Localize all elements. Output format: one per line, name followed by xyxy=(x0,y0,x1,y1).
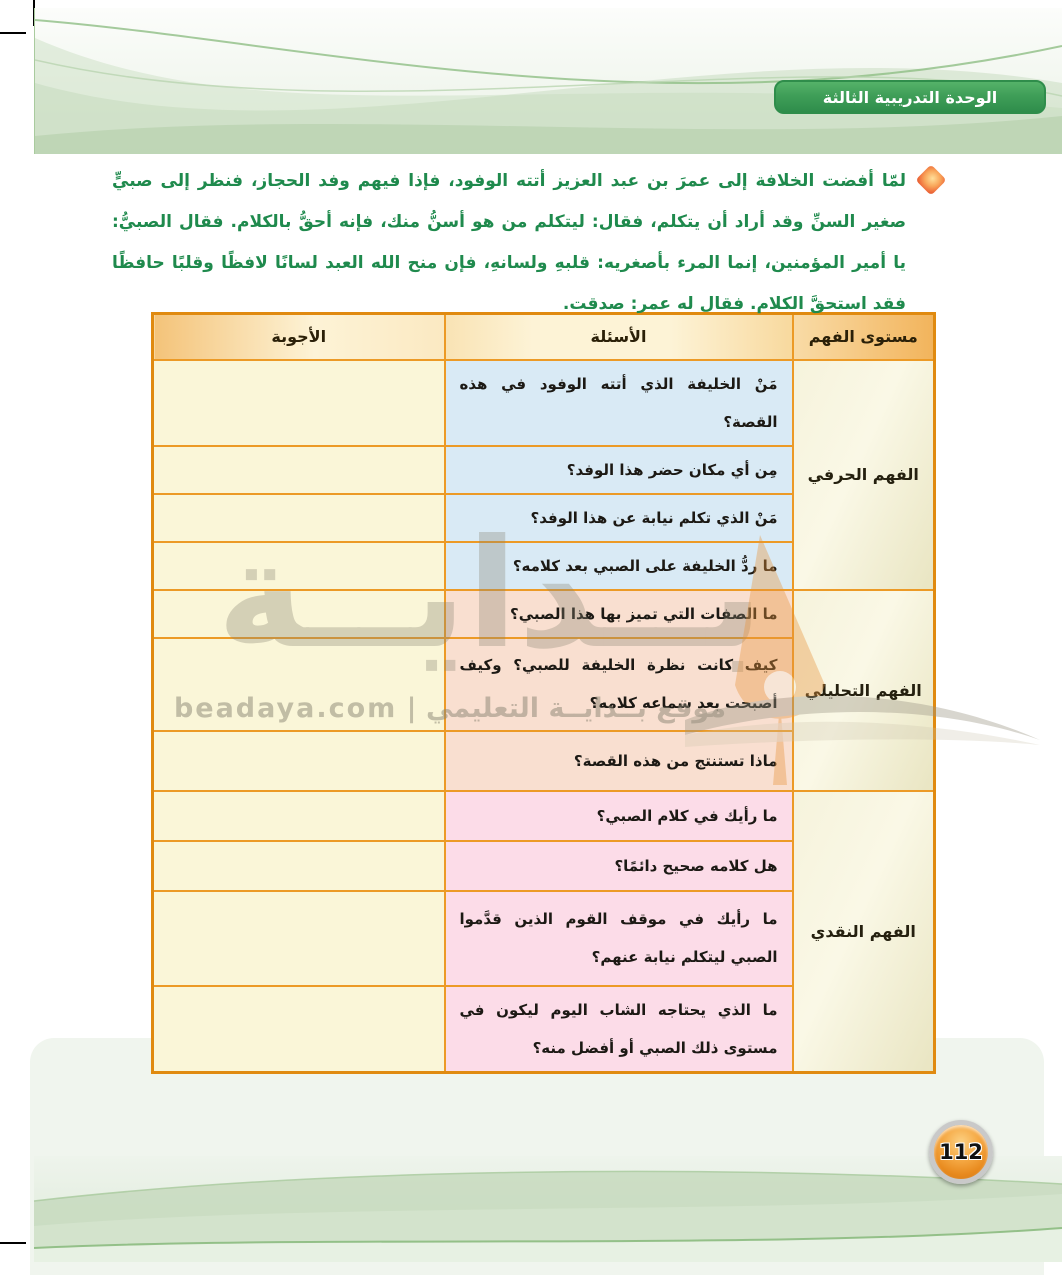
table-row: ما رأيك في موقف القوم الذين قدَّموا الصب… xyxy=(151,889,935,987)
question-cell: مَنْ الخليفة الذي أتته الوفود في هذه الق… xyxy=(443,358,794,447)
question-cell: ما ردُّ الخليفة على الصبي بعد كلامه؟ xyxy=(443,540,794,591)
question-cell: كيف كانت نظرة الخليفة للصبي؟ وكيف أصبحت … xyxy=(443,636,794,732)
unit-title-label: الوحدة التدريبية الثالثة xyxy=(822,87,998,107)
table-row: الفهم الحرفي مَنْ الخليفة الذي أتته الوف… xyxy=(151,358,936,591)
table-row: ما ردُّ الخليفة على الصبي بعد كلامه؟ xyxy=(151,540,935,591)
answer-cell[interactable] xyxy=(151,588,446,639)
table-row: مَنْ الذي تكلم نيابة عن هذا الوفد؟ xyxy=(151,492,935,543)
answer-cell[interactable] xyxy=(151,789,446,842)
intro-section: لمّا أفضت الخلافة إلى عمرَ بن عبد العزيز… xyxy=(112,161,947,325)
answer-cell[interactable] xyxy=(151,839,446,892)
answer-cell[interactable] xyxy=(151,984,446,1073)
intro-paragraph: لمّا أفضت الخلافة إلى عمرَ بن عبد العزيز… xyxy=(112,171,906,314)
answer-cell[interactable] xyxy=(151,444,446,495)
level-cell-literal: الفهم الحرفي xyxy=(791,358,936,591)
question-cell: ما رأيك في كلام الصبي؟ xyxy=(443,789,794,842)
comprehension-table: مستوى الفهم الأسئلة الأجوبة الفهم الحرفي… xyxy=(151,312,936,1074)
table-row: هل كلامه صحيح دائمًا؟ xyxy=(151,839,935,892)
column-header-answers: الأجوبة xyxy=(151,312,446,361)
answer-cell[interactable] xyxy=(151,540,446,591)
table-row: كيف كانت نظرة الخليفة للصبي؟ وكيف أصبحت … xyxy=(151,636,935,732)
question-cell: ما الذي يحتاجه الشاب اليوم ليكون في مستو… xyxy=(443,984,794,1073)
answer-cell[interactable] xyxy=(151,729,446,792)
footer-wave-band xyxy=(34,1156,1062,1262)
crop-mark-bottom-left-horizontal xyxy=(0,1242,26,1244)
question-cell: مِن أي مكان حضر هذا الوفد؟ xyxy=(443,444,794,495)
table-row: ما الذي يحتاجه الشاب اليوم ليكون في مستو… xyxy=(151,984,935,1073)
diamond-bullet-icon xyxy=(915,164,947,196)
level-cell-critical: الفهم النقدي xyxy=(791,789,936,1073)
question-cell: ما رأيك في موقف القوم الذين قدَّموا الصب… xyxy=(443,889,794,987)
page-number-badge: 112 xyxy=(929,1120,993,1184)
table-header-row: مستوى الفهم الأسئلة الأجوبة xyxy=(151,312,936,361)
answer-cell[interactable] xyxy=(151,636,446,732)
question-cell: ماذا تستنتج من هذه القصة؟ xyxy=(443,729,794,792)
column-header-questions: الأسئلة xyxy=(443,312,794,361)
answer-cell[interactable] xyxy=(151,492,446,543)
footer-wave-graphic xyxy=(34,1156,1062,1262)
answer-cell[interactable] xyxy=(151,358,446,447)
page-number: 112 xyxy=(939,1140,983,1164)
question-cell: هل كلامه صحيح دائمًا؟ xyxy=(443,839,794,892)
column-header-level: مستوى الفهم xyxy=(791,312,936,361)
unit-title-banner: الوحدة التدريبية الثالثة xyxy=(774,80,1046,114)
table-row: الفهم النقدي ما رأيك في كلام الصبي؟ xyxy=(151,789,936,1073)
answer-cell[interactable] xyxy=(151,889,446,987)
table-row: مِن أي مكان حضر هذا الوفد؟ xyxy=(151,444,935,495)
crop-mark-top-left-horizontal xyxy=(0,32,26,34)
table-row: ماذا تستنتج من هذه القصة؟ xyxy=(151,729,935,792)
question-cell: مَنْ الذي تكلم نيابة عن هذا الوفد؟ xyxy=(443,492,794,543)
question-cell: ما الصفات التي تميز بها هذا الصبي؟ xyxy=(443,588,794,639)
level-cell-analytical: الفهم التحليلي xyxy=(791,588,936,792)
table-row: الفهم التحليلي ما الصفات التي تميز بها ه… xyxy=(151,588,936,792)
